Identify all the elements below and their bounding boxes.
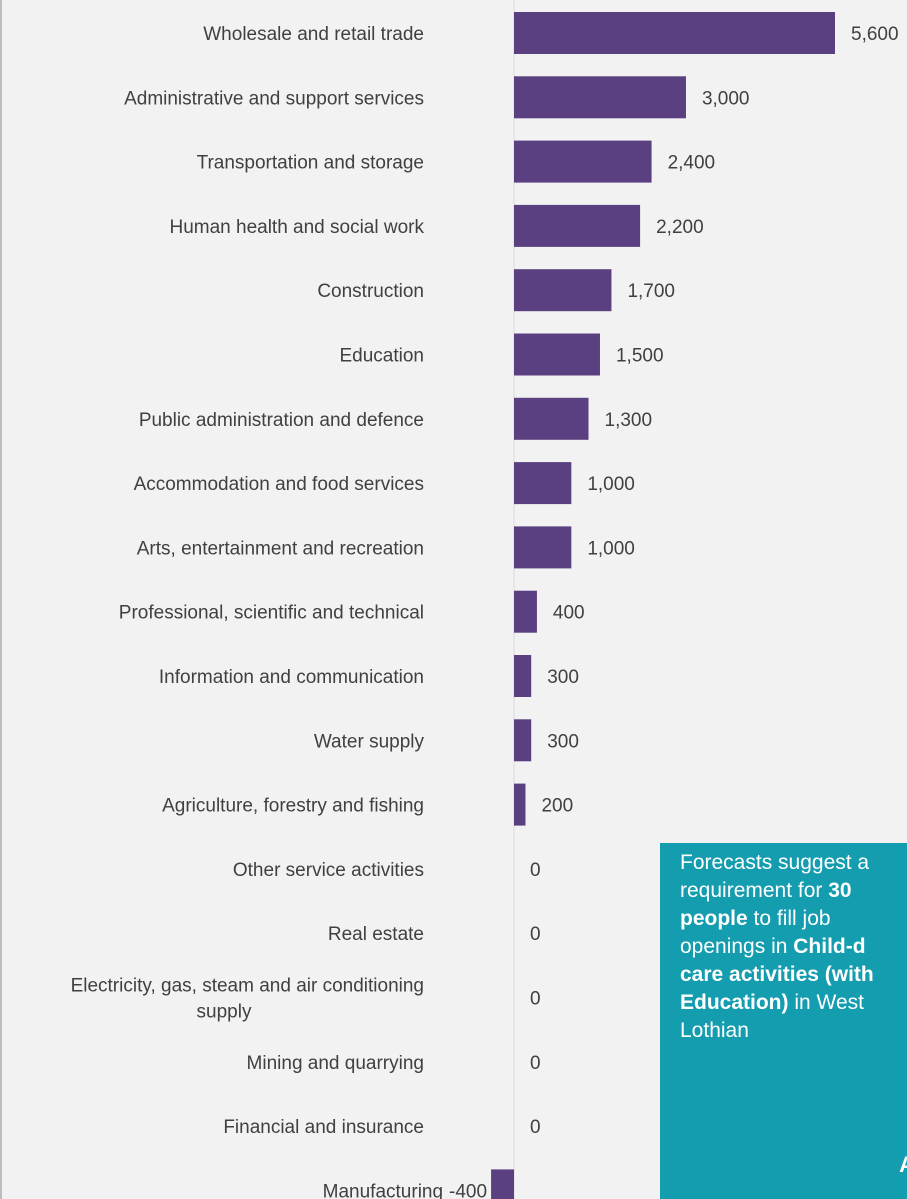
bar xyxy=(514,140,652,183)
category-label: Mining and quarrying xyxy=(247,1053,424,1074)
value-label: 1,000 xyxy=(587,538,635,559)
category-label: Electricity, gas, steam and air conditio… xyxy=(71,976,424,1023)
value-labels-group: 5,600 3,000 2,400 2,200 1,700 1,500 1,300 1,000… xyxy=(449,24,899,1199)
value-label: 1,000 xyxy=(587,474,635,495)
value-label: 1,500 xyxy=(616,346,664,367)
value-label: 3,000 xyxy=(702,88,750,109)
forecast-callout: Forecasts suggest a requirement for 30 p… xyxy=(660,843,907,1199)
callout-text: Forecasts suggest a xyxy=(680,851,870,874)
callout-line-1: Forecasts suggest a xyxy=(680,849,907,877)
category-label: Construction xyxy=(317,281,424,302)
value-label: 300 xyxy=(547,667,579,688)
value-label: 0 xyxy=(530,1053,541,1074)
bar xyxy=(491,1169,514,1199)
callout-text: to fill job xyxy=(747,907,831,930)
category-label: Public administration and defence xyxy=(139,410,424,431)
category-label: Transportation and storage xyxy=(197,153,424,174)
category-label: Professional, scientific and technical xyxy=(119,603,424,624)
callout-text: requirement for xyxy=(680,879,829,902)
category-labels-group: Wholesale and retail trade Administrative… xyxy=(71,24,444,1199)
callout-text: Lothian xyxy=(680,1019,749,1042)
bar xyxy=(514,590,537,633)
category-label: Real estate xyxy=(328,924,424,945)
category-label: Agriculture, forestry and fishing xyxy=(162,796,424,817)
value-label: 1,700 xyxy=(627,281,675,302)
category-label: Manufacturing xyxy=(323,1181,443,1199)
value-label: 0 xyxy=(530,989,541,1010)
callout-line-3: people to fill job xyxy=(680,905,907,933)
callout-emphasis: people xyxy=(680,907,748,930)
value-label: -400 xyxy=(449,1181,487,1199)
callout-emphasis: Child-d xyxy=(793,935,866,958)
category-label: Human health and social work xyxy=(169,217,424,238)
value-label: 5,600 xyxy=(851,24,899,45)
bar xyxy=(514,12,835,54)
bar xyxy=(514,462,572,505)
callout-emphasis: Education) xyxy=(680,991,789,1014)
category-label: Administrative and support services xyxy=(124,88,424,109)
bar xyxy=(514,397,589,440)
value-label: 400 xyxy=(553,603,585,624)
category-label: Financial and insurance xyxy=(223,1117,424,1138)
bars-group xyxy=(491,12,835,1199)
bar xyxy=(514,526,572,569)
bar xyxy=(514,204,641,247)
callout-number: 30 xyxy=(828,879,852,902)
callout-emphasis: care activities (with xyxy=(680,963,874,986)
callout-text: openings in xyxy=(680,935,794,958)
category-label: Arts, entertainment and recreation xyxy=(137,538,424,559)
value-label: 1,300 xyxy=(605,410,653,431)
value-label: 300 xyxy=(547,731,579,752)
bar xyxy=(514,719,532,762)
category-label: Information and communication xyxy=(159,667,424,688)
value-label: 0 xyxy=(530,1117,541,1138)
left-border xyxy=(0,0,2,1199)
bar xyxy=(514,269,612,312)
category-label: Other service activities xyxy=(233,860,424,881)
value-label: 0 xyxy=(530,924,541,945)
value-label: 2,400 xyxy=(668,153,716,174)
bar xyxy=(514,76,686,119)
callout-corner-glyph: A xyxy=(899,1151,907,1179)
callout-text: in West xyxy=(788,991,864,1014)
callout-line-6: Education) in West xyxy=(680,989,907,1017)
bar xyxy=(514,655,532,697)
value-label: 2,200 xyxy=(656,217,704,238)
bar xyxy=(514,783,526,826)
category-label: Water supply xyxy=(314,731,425,752)
callout-line-7: Lothian xyxy=(680,1017,907,1045)
callout-line-4: openings in Child-d xyxy=(680,933,907,961)
bar xyxy=(514,333,600,376)
callout-line-2: requirement for 30 xyxy=(680,877,907,905)
value-label: 0 xyxy=(530,860,541,881)
category-label: Education xyxy=(339,346,424,367)
callout-line-5: care activities (with xyxy=(680,961,907,989)
category-label: Wholesale and retail trade xyxy=(203,24,424,45)
category-label: Accommodation and food services xyxy=(134,474,424,495)
value-label: 200 xyxy=(541,796,573,817)
